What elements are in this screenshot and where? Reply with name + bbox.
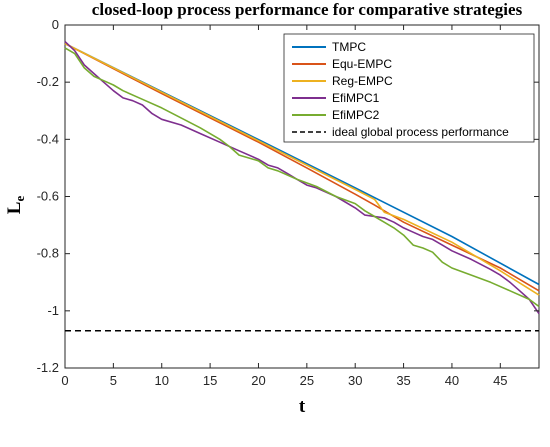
legend-item-equ-empc: Equ-EMPC <box>292 57 392 71</box>
legend-label: EfiMPC2 <box>332 108 380 122</box>
legend-label: EfiMPC1 <box>332 91 380 105</box>
x-tick-label: 5 <box>110 373 117 388</box>
x-tick-label: 20 <box>251 373 265 388</box>
x-tick-label: 10 <box>155 373 169 388</box>
legend-label: Reg-EMPC <box>332 74 393 88</box>
legend: TMPC Equ-EMPC Reg-EMPC EfiMPC1 EfiMPC2 ideal … <box>283 33 535 143</box>
y-axis-label-main: L <box>4 202 25 215</box>
series-line-efimpc2 <box>64 47 540 308</box>
y-tick-label: -0.4 <box>37 131 59 146</box>
x-tick-label: 45 <box>493 373 507 388</box>
y-tick-label: -0.2 <box>37 74 59 89</box>
x-tick-label: 25 <box>300 373 314 388</box>
x-tick-label: 30 <box>348 373 362 388</box>
y-tick-label: -1.2 <box>37 360 59 375</box>
y-tick-label: -0.8 <box>37 246 59 261</box>
series-line-efimpc1 <box>64 41 540 315</box>
legend-label: ideal global process performance <box>332 125 509 139</box>
x-tick-label: 40 <box>445 373 459 388</box>
x-tick-label: 0 <box>61 373 68 388</box>
legend-item-efimpc2: EfiMPC2 <box>292 108 380 122</box>
axes: 0 5 10 15 20 25 30 35 40 45 0 -0.2 -0.4 -0.6 -0.8 -1 -1.… <box>37 17 539 388</box>
legend-item-ideal-global-process-performance: ideal global process performance <box>292 125 509 139</box>
chart-title: closed-loop process performance for comp… <box>92 0 523 19</box>
legend-box <box>283 33 535 143</box>
x-tick-label: 15 <box>203 373 217 388</box>
series-line-reg-empc <box>64 42 540 296</box>
legend-item-reg-empc: Reg-EMPC <box>292 74 393 88</box>
series-line-equ-empc <box>64 42 540 292</box>
y-tick-label: -0.6 <box>37 189 59 204</box>
series-layer <box>64 41 540 332</box>
x-axis-label: t <box>299 396 306 417</box>
legend-item-efimpc1: EfiMPC1 <box>292 91 380 105</box>
y-axis-label-subscript: e <box>12 196 27 202</box>
x-tick-label: 35 <box>396 373 410 388</box>
legend-item-tmpc: TMPC <box>292 40 366 54</box>
legend-label: Equ-EMPC <box>332 57 392 71</box>
y-tick-label: 0 <box>52 17 59 32</box>
legend-label: TMPC <box>332 40 366 54</box>
y-axis-label: Le <box>4 196 27 215</box>
y-tick-label: -1 <box>47 303 59 318</box>
